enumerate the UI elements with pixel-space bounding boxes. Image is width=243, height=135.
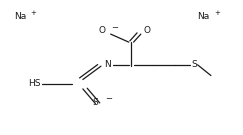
Text: −: − [105,94,112,103]
Text: +: + [214,10,220,16]
Text: −: − [111,23,118,32]
Text: N: N [104,60,110,69]
Text: +: + [30,10,36,16]
Text: Na: Na [198,12,210,21]
Text: HS: HS [28,79,41,88]
Text: S: S [191,60,197,69]
Text: Na: Na [14,12,26,21]
Text: S: S [92,98,98,107]
Text: O: O [99,26,106,35]
Text: O: O [143,26,150,35]
